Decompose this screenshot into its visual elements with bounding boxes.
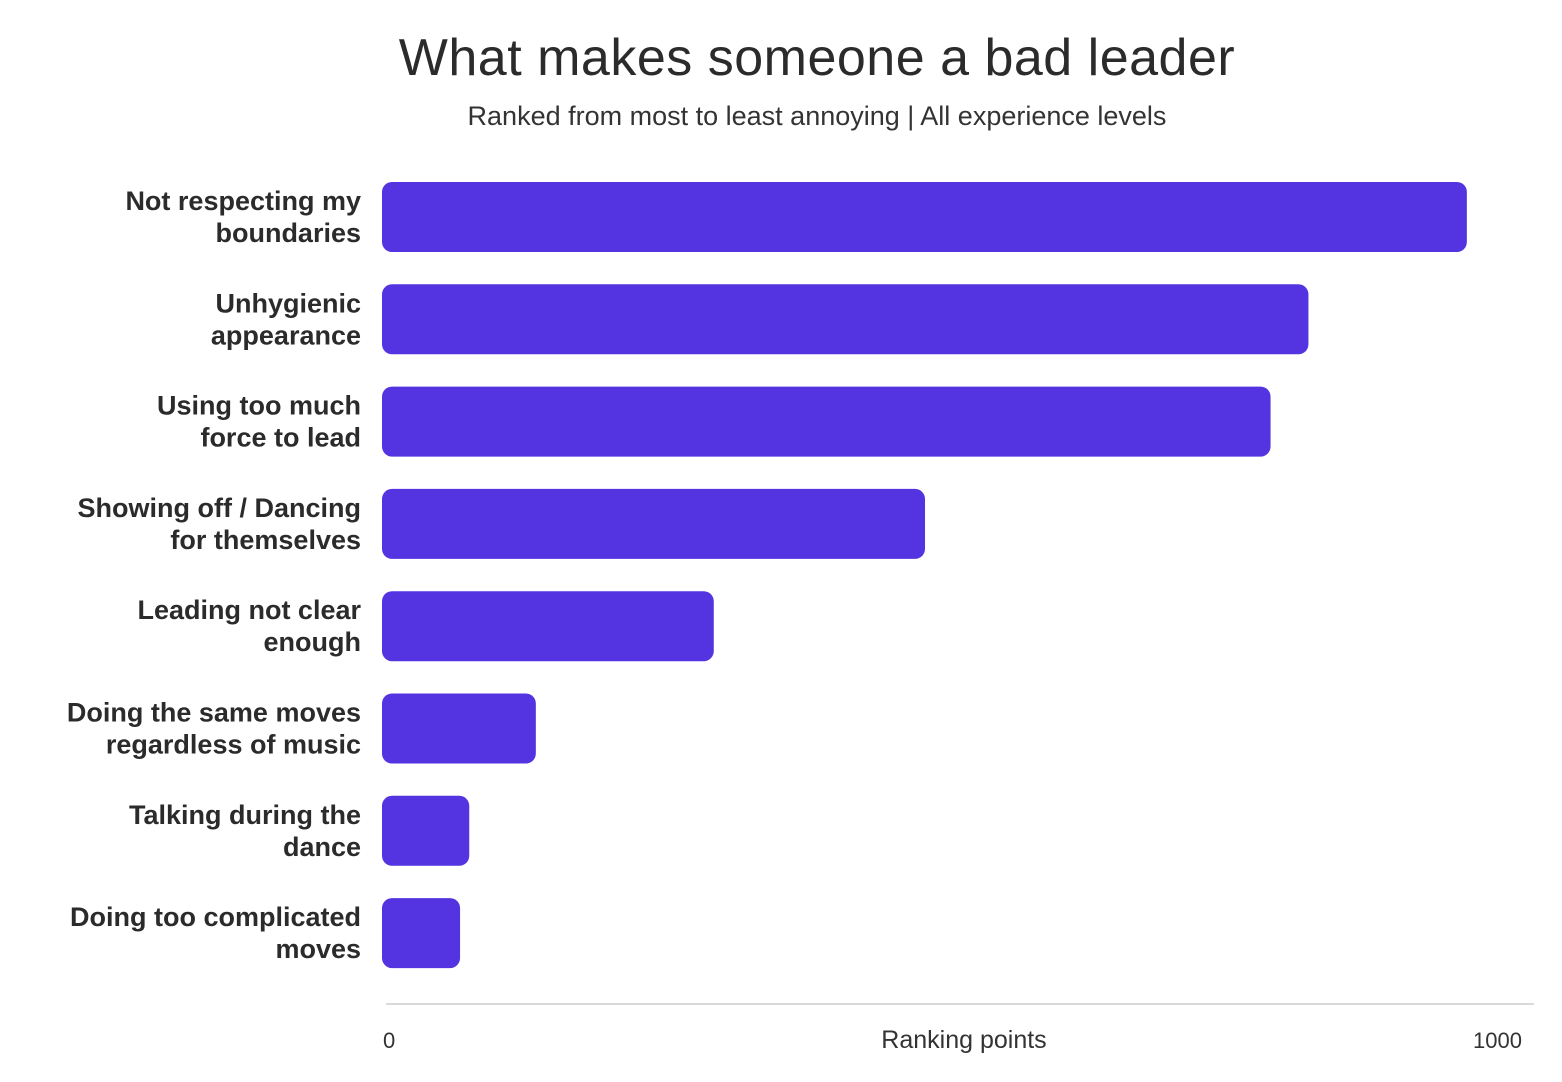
category-label-2: Unhygienic appearance (211, 288, 361, 350)
bar-4 (382, 488, 926, 559)
bar-6 (382, 693, 536, 764)
chart-title: What makes someone a bad leader (398, 29, 1236, 87)
bar-2 (382, 284, 1309, 355)
category-label-8: Doing too complicated moves (70, 902, 361, 964)
category-label-5: Leading not clear enough (137, 595, 361, 657)
category-label-1: Not respecting my boundaries (125, 186, 361, 248)
chart-subtitle: Ranked from most to least annoying | All… (467, 101, 1167, 131)
x-axis-label: Ranking points (881, 1026, 1046, 1054)
bar-8 (382, 898, 461, 969)
bar-1 (382, 182, 1467, 252)
category-label-6: Doing the same moves regardless of music (67, 698, 361, 760)
category-label-7: Talking during the dance (129, 800, 361, 862)
category-label-4: Showing off / Dancing for themselves (78, 493, 361, 555)
bar-7 (382, 795, 470, 866)
category-label-3: Using too much force to lead (157, 391, 361, 453)
bar-5 (382, 591, 714, 662)
x-tick-label-0: 0 (383, 1028, 395, 1053)
x-tick-label-1000: 1000 (1473, 1028, 1522, 1053)
bar-3 (382, 386, 1271, 457)
